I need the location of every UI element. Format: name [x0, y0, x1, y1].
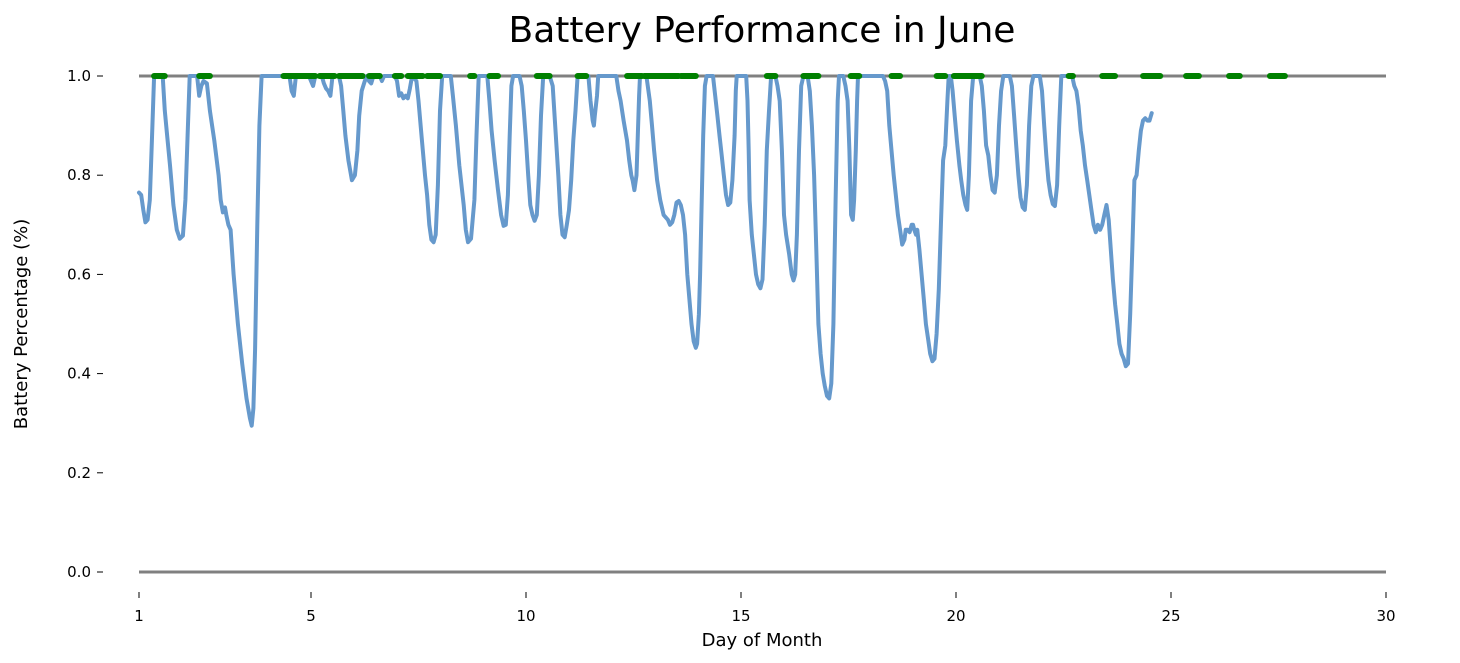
y-tick-label: 0.4: [67, 365, 91, 383]
y-axis-label: Battery Percentage (%): [11, 219, 32, 429]
x-tick-label: 5: [306, 607, 316, 625]
y-tick-label: 0.0: [67, 563, 91, 581]
y-axis: 0.0 0.2 0.4 0.6 0.8 1.0: [67, 67, 103, 581]
x-axis: 1 5 10 15 20 25 30: [134, 592, 1396, 625]
y-tick-label: 0.6: [67, 265, 91, 283]
battery-series-line: [137, 74, 1154, 428]
y-tick-label: 1.0: [67, 67, 91, 85]
y-tick-label: 0.8: [67, 166, 91, 184]
x-tick-label: 25: [1161, 607, 1180, 625]
x-axis-label: Day of Month: [702, 630, 823, 651]
x-tick-label: 15: [731, 607, 750, 625]
series-layer: [137, 74, 1154, 428]
reference-lines: [139, 74, 1386, 574]
chart-title: Battery Performance in June: [509, 10, 1016, 51]
y-tick-label: 0.2: [67, 464, 91, 482]
x-tick-label: 1: [134, 607, 144, 625]
x-tick-label: 20: [946, 607, 965, 625]
x-tick-label: 30: [1376, 607, 1395, 625]
x-tick-label: 10: [516, 607, 535, 625]
